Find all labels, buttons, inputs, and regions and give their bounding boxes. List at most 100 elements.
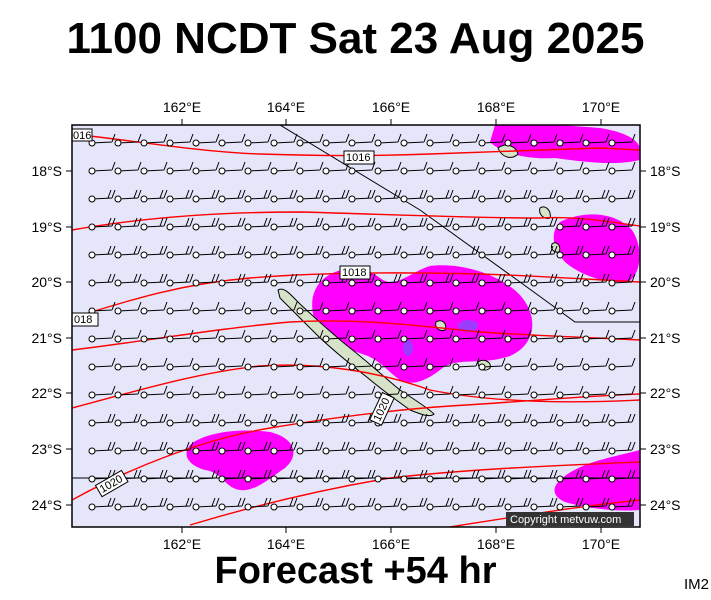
image-tag: IM2	[683, 576, 709, 593]
wind-barb-station	[400, 503, 408, 511]
wind-barb-station	[322, 167, 330, 175]
wind-barb-station	[452, 391, 460, 399]
wind-barb-station	[296, 223, 304, 231]
lat-tick-label: 20°S	[650, 274, 681, 290]
wind-barb-station	[608, 391, 616, 399]
wind-barb-station	[270, 335, 278, 343]
wind-barb-station	[114, 279, 122, 287]
wind-barb-station	[426, 475, 434, 483]
wind-barb-station	[452, 279, 460, 287]
wind-barb-station	[608, 363, 616, 371]
wind-barb-station	[426, 419, 434, 427]
wind-barb-station	[192, 307, 200, 315]
wind-barb-station	[504, 139, 512, 147]
wind-barb-station	[348, 391, 356, 399]
wind-barb-station	[218, 167, 226, 175]
wind-barb-station	[530, 251, 538, 259]
wind-barb-station	[166, 223, 174, 231]
wind-barb-station	[400, 195, 408, 203]
wind-barb-station	[270, 139, 278, 147]
wind-barb-station	[322, 447, 330, 455]
wind-barb-station	[556, 503, 564, 511]
wind-barb-station	[478, 363, 486, 371]
wind-barb-station	[556, 363, 564, 371]
wind-barb-station	[166, 419, 174, 427]
wind-barb-station	[426, 391, 434, 399]
wind-barb-station	[88, 167, 96, 175]
lat-tick-label: 24°S	[31, 497, 62, 513]
precip-area-southeast	[554, 450, 640, 511]
wind-barb-station	[270, 251, 278, 259]
wind-barb-station	[530, 223, 538, 231]
wind-barb-station	[348, 195, 356, 203]
wind-barb-station	[296, 167, 304, 175]
wind-barb-station	[218, 363, 226, 371]
wind-barb-station	[166, 195, 174, 203]
wind-barb-station	[166, 335, 174, 343]
lat-tick-label: 21°S	[650, 330, 681, 346]
isobar-far-south	[449, 499, 640, 527]
chart-title: 1100 NCDT Sat 23 Aug 2025	[66, 14, 645, 63]
isobar-southwest	[72, 393, 640, 501]
wind-barb-station	[608, 139, 616, 147]
wind-barb-station	[504, 363, 512, 371]
wind-barb-station	[608, 475, 616, 483]
wind-barb-station	[270, 419, 278, 427]
wind-barb-station	[244, 391, 252, 399]
lon-tick-label: 164°E	[267, 99, 305, 115]
wind-barb-station	[88, 251, 96, 259]
svg-text:1016: 1016	[346, 152, 370, 164]
wind-barb-station	[192, 363, 200, 371]
wind-barb-station	[192, 391, 200, 399]
wind-barb-station	[556, 139, 564, 147]
wind-barb-station	[478, 139, 486, 147]
wind-barb-station	[582, 167, 590, 175]
wind-barb-station	[270, 223, 278, 231]
wind-barb-station	[478, 503, 486, 511]
lon-tick-label: 166°E	[372, 536, 410, 552]
wind-barb-station	[608, 251, 616, 259]
wind-barb-station	[322, 307, 330, 315]
wind-barb-station	[504, 223, 512, 231]
wind-barb-station	[478, 195, 486, 203]
wind-barb-station	[400, 223, 408, 231]
svg-text:018: 018	[74, 314, 92, 326]
wind-barb-station	[296, 503, 304, 511]
wind-barb-station	[218, 307, 226, 315]
wind-barb-station	[322, 475, 330, 483]
graticule-ticks: 162°E 162°E 164°E 164°E 166°E 166°E 168°E 168°E…	[31, 99, 680, 552]
svg-text:016: 016	[73, 130, 91, 142]
lat-tick-label: 23°S	[31, 441, 62, 457]
lon-tick-label: 162°E	[163, 536, 201, 552]
wind-barb-station	[374, 335, 382, 343]
wind-barb-station	[452, 307, 460, 315]
lat-tick-label: 24°S	[650, 497, 681, 513]
wind-barb-station	[608, 195, 616, 203]
wind-barb-station	[244, 223, 252, 231]
wind-barb-station	[244, 167, 252, 175]
wind-barb-station	[452, 139, 460, 147]
wind-barb-station	[322, 195, 330, 203]
wind-barb-station	[88, 195, 96, 203]
wind-barb-station	[426, 139, 434, 147]
wind-barb-station	[582, 139, 590, 147]
wind-barb-station	[218, 251, 226, 259]
wind-barb-station	[296, 391, 304, 399]
lon-tick-label: 170°E	[582, 99, 620, 115]
wind-barb-station	[192, 279, 200, 287]
wind-barb-station	[322, 223, 330, 231]
wind-barb-station	[270, 447, 278, 455]
lat-tick-label: 19°S	[31, 219, 62, 235]
wind-barb-station	[478, 307, 486, 315]
wind-barb-station	[192, 335, 200, 343]
wind-barb-station	[218, 419, 226, 427]
wind-barb-station	[426, 195, 434, 203]
wind-barb-station	[556, 335, 564, 343]
map-frame	[71, 124, 641, 528]
wind-barb-station	[244, 447, 252, 455]
wind-barb-station	[296, 335, 304, 343]
wind-barb-station	[140, 475, 148, 483]
wind-barb-station	[322, 279, 330, 287]
wind-barb-station	[166, 475, 174, 483]
wind-barb-station	[400, 139, 408, 147]
